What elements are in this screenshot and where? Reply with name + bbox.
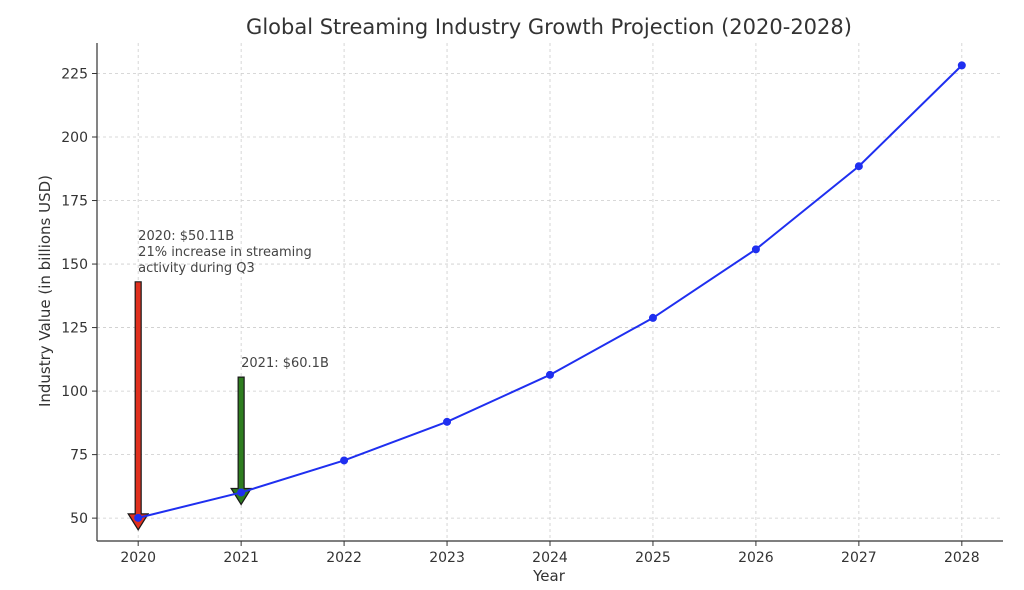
annotation-text: activity during Q3 xyxy=(138,261,255,276)
data-point xyxy=(237,488,246,497)
data-point xyxy=(854,162,863,171)
x-tick-label: 2024 xyxy=(532,550,568,566)
data-point xyxy=(751,245,760,254)
y-tick-label: 75 xyxy=(70,448,88,464)
data-point xyxy=(134,513,143,522)
x-tick-label: 2025 xyxy=(635,550,671,566)
axes: 2020 2021 2022 2023 2024 2025 2026 2027 2028 50 75… xyxy=(61,43,1003,566)
y-tick-label: 125 xyxy=(61,321,88,337)
series-layer xyxy=(134,61,966,522)
x-tick-label: 2028 xyxy=(944,550,980,566)
annotation-text: 21% increase in streaming xyxy=(138,245,312,260)
y-tick-label: 175 xyxy=(61,194,88,210)
x-tick-label: 2021 xyxy=(223,550,259,566)
y-tick-label: 50 xyxy=(70,511,88,527)
data-point xyxy=(443,417,452,426)
x-axis-label: Year xyxy=(532,567,566,585)
y-tick-label: 100 xyxy=(61,384,88,400)
x-tick-label: 2026 xyxy=(738,550,774,566)
x-tick-label: 2023 xyxy=(429,550,465,566)
data-point xyxy=(957,61,966,70)
x-tick-label: 2027 xyxy=(841,550,877,566)
annotation-text: 2020: $50.11B xyxy=(138,229,234,244)
data-point xyxy=(648,313,657,322)
y-tick-label: 200 xyxy=(61,130,88,146)
x-tick-label: 2020 xyxy=(120,550,156,566)
annotation-text: 2021: $60.1B xyxy=(241,356,329,371)
grid xyxy=(97,43,1003,541)
y-tick-label: 150 xyxy=(61,257,88,273)
data-point xyxy=(340,456,349,465)
annotation-arrow xyxy=(127,281,150,531)
chart-title: Global Streaming Industry Growth Project… xyxy=(246,15,852,39)
annotation-arrow xyxy=(230,376,253,506)
x-tick-label: 2022 xyxy=(326,550,362,566)
y-tick-label: 225 xyxy=(61,66,88,82)
data-point xyxy=(546,370,554,379)
y-axis-label: Industry Value (in billions USD) xyxy=(36,175,54,407)
